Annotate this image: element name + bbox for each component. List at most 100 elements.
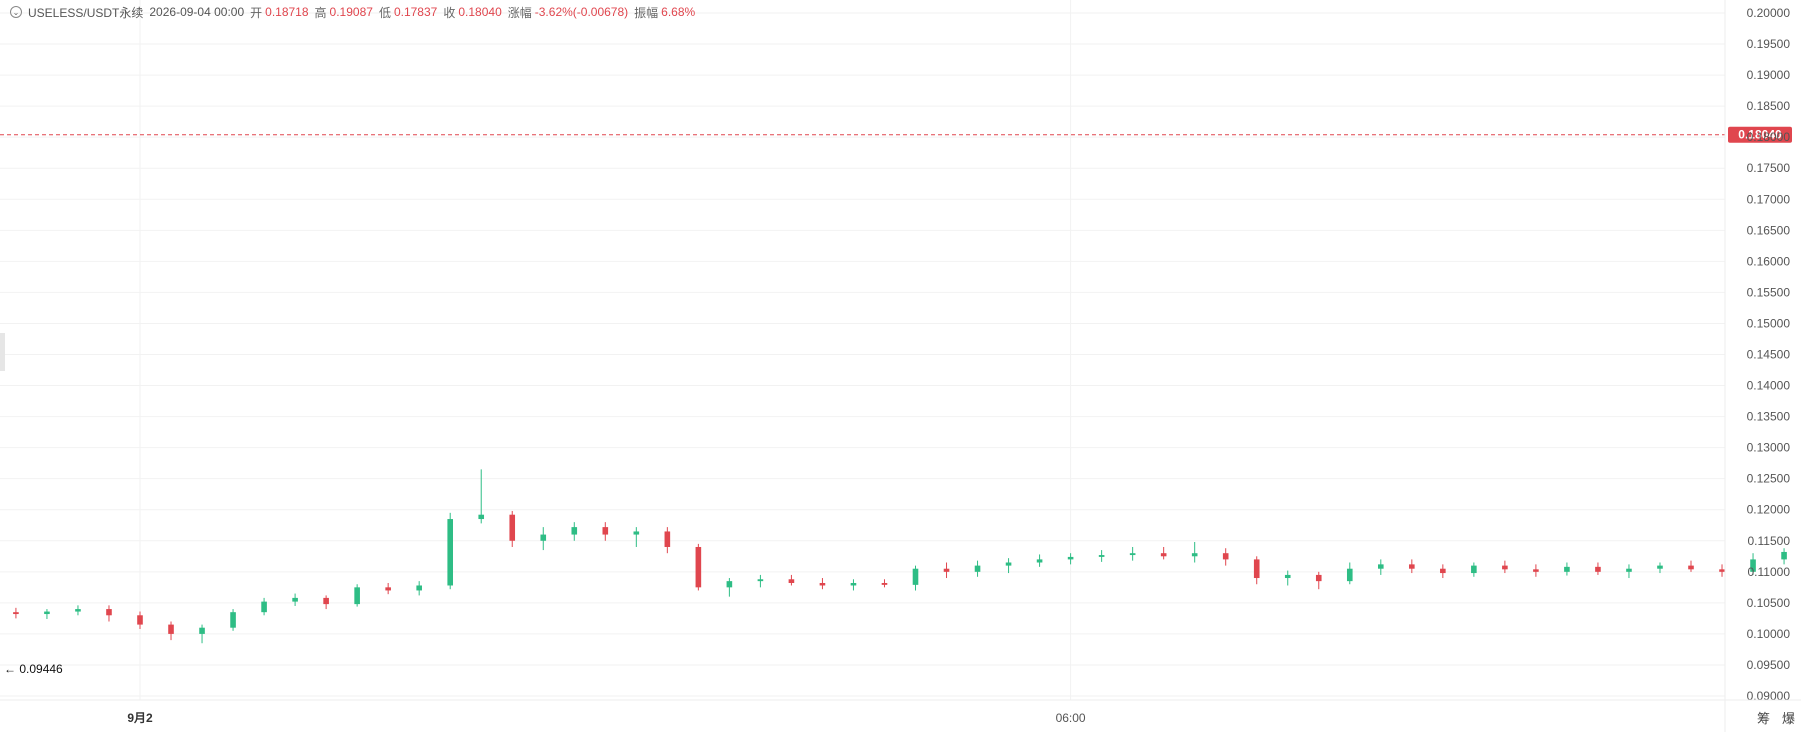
candle[interactable] [571, 522, 578, 541]
candle[interactable] [1502, 560, 1508, 574]
candle[interactable] [1657, 562, 1663, 574]
current-price-label: 0.18040 [1738, 128, 1782, 142]
candle[interactable] [1284, 570, 1291, 586]
candle[interactable] [1564, 562, 1570, 576]
candle[interactable] [757, 574, 764, 588]
candle[interactable] [199, 624, 205, 644]
candle-body [1626, 568, 1632, 572]
candle-body [13, 612, 19, 615]
candle[interactable] [230, 609, 236, 631]
candle[interactable] [912, 565, 919, 591]
candle[interactable] [1688, 560, 1694, 572]
candle[interactable] [1160, 546, 1167, 560]
y-tick-label: 0.13000 [1747, 441, 1791, 455]
candle[interactable] [602, 522, 609, 541]
candle[interactable] [726, 578, 733, 597]
candle[interactable] [261, 597, 267, 616]
candle[interactable] [168, 621, 174, 641]
chip-distribution-button[interactable]: 筹 [1756, 711, 1770, 726]
left-drawer-handle[interactable] [0, 333, 5, 371]
candle[interactable] [1595, 562, 1601, 575]
candle[interactable] [1005, 558, 1012, 574]
candle[interactable] [416, 581, 422, 596]
bottom-tools: 筹 爆 [1757, 708, 1795, 727]
candle[interactable] [447, 512, 453, 590]
y-tick-label: 0.15000 [1747, 316, 1791, 330]
candle[interactable] [1253, 556, 1260, 585]
candle[interactable] [850, 579, 857, 591]
candle-body [819, 582, 826, 586]
annotation-layer: 0.19425 →← 0.09446 [4, 662, 63, 676]
candle[interactable] [540, 527, 547, 551]
candle-body [1688, 565, 1694, 570]
candle[interactable] [354, 584, 360, 607]
current-price-tag [1728, 126, 1792, 143]
candle[interactable] [1471, 562, 1477, 577]
candle[interactable] [1750, 553, 1756, 575]
candle[interactable] [1067, 553, 1074, 565]
y-tick-label: 0.16000 [1747, 254, 1791, 268]
candle[interactable] [323, 595, 329, 610]
candle[interactable] [137, 611, 143, 629]
candle-body [75, 609, 81, 612]
candle-body [912, 568, 919, 585]
candle-body [1067, 556, 1074, 560]
candle[interactable] [385, 582, 391, 595]
candle[interactable] [1222, 548, 1229, 566]
candle-body [168, 624, 174, 634]
candle[interactable] [1129, 546, 1136, 561]
candle[interactable] [1036, 554, 1043, 567]
current-price-layer: 0.18040 [0, 126, 1792, 143]
low-label: 低 [378, 5, 391, 20]
candle-body [540, 534, 547, 541]
candle[interactable] [819, 578, 826, 590]
candle[interactable] [1781, 548, 1787, 565]
candle[interactable] [788, 574, 795, 586]
candle[interactable] [292, 593, 298, 606]
candle[interactable] [943, 562, 950, 579]
candle-body [137, 615, 143, 625]
y-tick-label: 0.09500 [1747, 658, 1791, 672]
candle[interactable] [75, 605, 81, 616]
candle[interactable] [44, 609, 50, 620]
candle[interactable] [1533, 564, 1539, 577]
candle[interactable] [1098, 550, 1105, 562]
candle-body [1533, 569, 1539, 572]
candle-body [1719, 569, 1725, 572]
candle[interactable] [974, 560, 981, 577]
candle-body [695, 546, 702, 588]
candle-body [1502, 565, 1508, 570]
y-axis[interactable]: 0.09000 0.09500 0.10000 0.10500 0.11000 0.115… [1724, 0, 1791, 732]
candle[interactable] [1626, 564, 1632, 579]
high-label: 高 [314, 5, 327, 20]
candle[interactable] [664, 527, 671, 554]
candle[interactable] [881, 579, 888, 588]
candle[interactable] [1409, 559, 1415, 574]
candle-body [447, 519, 453, 586]
candle[interactable] [1315, 571, 1322, 590]
candle-body [1036, 559, 1043, 563]
close-value: 0.18040 [458, 5, 502, 19]
candle-layer[interactable] [0, 49, 1801, 668]
candle-body [478, 514, 485, 520]
candle[interactable] [478, 469, 485, 524]
candle-body [292, 597, 298, 602]
candle[interactable] [13, 607, 19, 619]
candle[interactable] [1719, 564, 1725, 577]
candle[interactable] [633, 527, 640, 547]
candle[interactable] [1191, 542, 1198, 563]
candle-body [416, 585, 422, 591]
x-axis[interactable]: 9月206:0012:0018:009月306:0012:0018:009月40… [0, 699, 1801, 725]
liquidation-button[interactable]: 爆 [1781, 711, 1795, 726]
candle[interactable] [1378, 559, 1384, 575]
candle[interactable] [1440, 564, 1446, 579]
candle[interactable] [509, 510, 516, 547]
candle[interactable] [695, 543, 702, 591]
candle-body [1222, 553, 1229, 560]
candle[interactable] [1346, 562, 1353, 585]
candle-body [757, 579, 764, 582]
candle[interactable] [106, 605, 112, 622]
collapse-chevron-icon[interactable]: ⌄ [10, 6, 22, 18]
